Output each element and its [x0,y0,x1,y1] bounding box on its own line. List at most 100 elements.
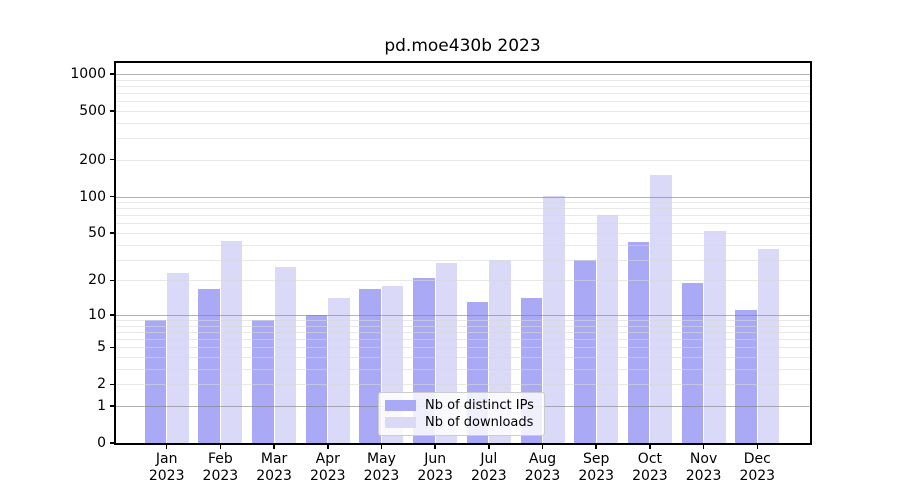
y-tickmark [110,383,114,386]
x-tick-label: Aug 2023 [524,451,561,484]
y-tick-label: 50 [88,224,106,241]
bar-distinct-ips [252,320,274,443]
major-gridline [115,196,810,198]
legend: Nb of distinct IPs Nb of downloads [378,392,545,436]
legend-item: Nb of distinct IPs [379,397,544,413]
bar-downloads [757,248,780,443]
bar-downloads [167,273,189,443]
bar-downloads [704,230,726,443]
bar-distinct-ips [359,288,381,443]
bar-distinct-ips [681,282,704,443]
minor-gridline [115,320,810,322]
top-spine [114,61,811,63]
x-tickmark [165,444,168,449]
bar-distinct-ips [305,314,328,443]
x-tickmark [488,444,490,449]
bar-distinct-ips [735,310,757,443]
minor-gridline [115,357,810,359]
legend-swatch-downloads [385,417,416,428]
minor-gridline [115,101,810,103]
x-tick-label: Mar 2023 [256,451,292,484]
x-tickmark [380,444,383,449]
y-tick-label: 10 [88,306,106,323]
bar-distinct-ips [144,320,167,443]
minor-gridline [115,331,810,333]
y-tickmark [110,442,114,444]
y-tick-label: 20 [88,272,106,289]
bar-downloads [220,240,243,443]
x-tickmark [756,444,759,449]
bar-downloads [596,215,619,443]
x-tickmark [434,444,436,449]
chart-title: pd.moe430b 2023 [384,36,541,56]
x-tickmark [541,444,544,449]
minor-gridline [115,85,810,87]
bar-distinct-ips [627,242,650,443]
minor-gridline [115,325,810,327]
legend-swatch-distinct-ips [385,400,416,411]
minor-gridline [115,368,810,370]
minor-gridline [115,384,810,386]
minor-gridline [115,110,810,112]
bar-downloads [543,195,565,443]
x-tick-label: Oct 2023 [632,451,668,484]
x-tick-label: May 2023 [363,451,400,484]
y-tickmark [110,346,114,349]
y-tick-label: 200 [79,151,106,168]
minor-gridline [115,223,810,225]
y-tick-label: 2 [97,376,106,393]
x-tick-label: Sep 2023 [578,451,615,484]
y-tick-label: 500 [79,102,106,119]
y-tickmark [110,405,114,407]
minor-gridline [115,347,810,349]
major-gridline [115,74,810,75]
right-spine [810,61,812,445]
minor-gridline [115,122,810,124]
y-tick-label: 100 [79,188,106,205]
minor-gridline [115,339,810,341]
x-tick-label: Jun 2023 [417,451,453,484]
bar-downloads [274,266,297,443]
y-tick-label: 1000 [70,66,106,82]
x-tick-label: Dec 2023 [739,451,776,484]
minor-gridline [115,159,810,161]
legend-label: Nb of distinct IPs [425,397,534,413]
minor-gridline [115,215,810,217]
x-tick-label: Jul 2023 [471,451,507,484]
x-tickmark [595,444,597,449]
y-tick-label: 0 [97,435,106,451]
minor-gridline [115,93,810,95]
legend-item: Nb of downloads [379,414,544,430]
x-tickmark [702,444,705,449]
y-tickmark [110,110,114,112]
x-tick-label: Apr 2023 [309,451,346,484]
y-tick-label: 1 [97,397,106,414]
legend-label: Nb of downloads [425,414,534,430]
minor-gridline [115,244,810,246]
minor-gridline [115,138,810,140]
y-tickmark [110,73,114,75]
y-tickmark [110,232,114,234]
minor-gridline [115,280,810,282]
x-tickmark [649,444,651,449]
x-tick-label: Nov 2023 [685,451,722,484]
y-axis-line [114,61,116,445]
minor-gridline [115,259,810,261]
x-tickmark [219,444,222,449]
major-gridline [115,314,810,316]
minor-gridline [115,208,810,210]
bar-downloads [650,175,672,443]
x-tick-label: Feb 2023 [202,451,239,484]
x-axis-line [114,443,811,445]
x-tickmark [327,444,329,449]
minor-gridline [115,232,810,234]
x-tick-label: Jan 2023 [148,451,185,484]
bar-distinct-ips [574,259,596,443]
minor-gridline [115,202,810,204]
minor-gridline [115,79,810,81]
y-tickmark [110,195,114,198]
y-tickmark [110,314,114,316]
y-tickmark [110,279,114,282]
y-tickmark [110,158,114,161]
